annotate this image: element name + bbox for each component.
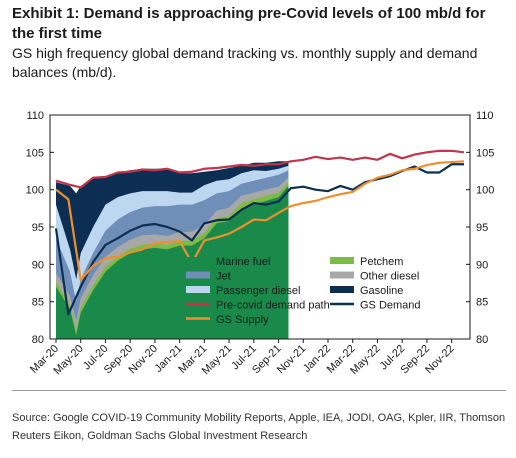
- legend-label: Jet: [216, 271, 231, 283]
- y-tick-label-right: 95: [476, 222, 488, 234]
- legend-swatch: [330, 271, 354, 279]
- y-tick-label-left: 95: [32, 222, 44, 234]
- legend-label: Passenger diesel: [216, 285, 300, 297]
- area-marine-fuel: [56, 185, 289, 339]
- line-pre-covid-demand-path: [55, 149, 465, 189]
- y-tick-label-left: 90: [32, 259, 44, 271]
- y-tick-label-left: 110: [26, 110, 44, 122]
- legend: Marine fuel Petchem Jet Other diesel Passeng…: [186, 256, 421, 326]
- chart-subtitle: GS high frequency global demand tracking…: [12, 45, 478, 80]
- y-tick-label-left: 100: [26, 185, 44, 197]
- chart-title: Exhibit 1: Demand is approaching pre-Cov…: [12, 5, 486, 42]
- y-tick-label-right: 80: [476, 334, 488, 346]
- y-tick-label-right: 85: [476, 297, 488, 309]
- legend-swatch: [330, 286, 354, 293]
- legend-swatch: [186, 286, 210, 293]
- line-gs-supply: [55, 160, 465, 282]
- legend-label: Pre-covid demand path: [216, 300, 330, 312]
- line-series: [54, 149, 465, 316]
- y-tick-label-right: 90: [476, 259, 488, 271]
- y-tick-label-left: 85: [32, 297, 44, 309]
- legend-label: GS Supply: [216, 314, 269, 326]
- y-tick-label-right: 100: [476, 185, 494, 197]
- legend-swatch: [186, 271, 210, 279]
- legend-label: Other diesel: [360, 271, 419, 283]
- legend-swatch: [186, 257, 210, 264]
- y-tick-label-left: 105: [26, 147, 44, 159]
- y-tick-label-right: 105: [476, 147, 494, 159]
- y-tick-label-right: 110: [476, 110, 494, 122]
- legend-label: Marine fuel: [216, 256, 270, 268]
- legend-swatch: [330, 257, 354, 264]
- source-divider: [12, 390, 506, 391]
- legend-label: Gasoline: [360, 285, 403, 297]
- stacked-areas: [56, 161, 289, 339]
- legend-label: Petchem: [360, 256, 403, 268]
- source-note: Source: Google COVID-19 Community Mobili…: [12, 412, 506, 442]
- y-tick-label-left: 80: [32, 334, 44, 346]
- legend-label: GS Demand: [360, 300, 421, 312]
